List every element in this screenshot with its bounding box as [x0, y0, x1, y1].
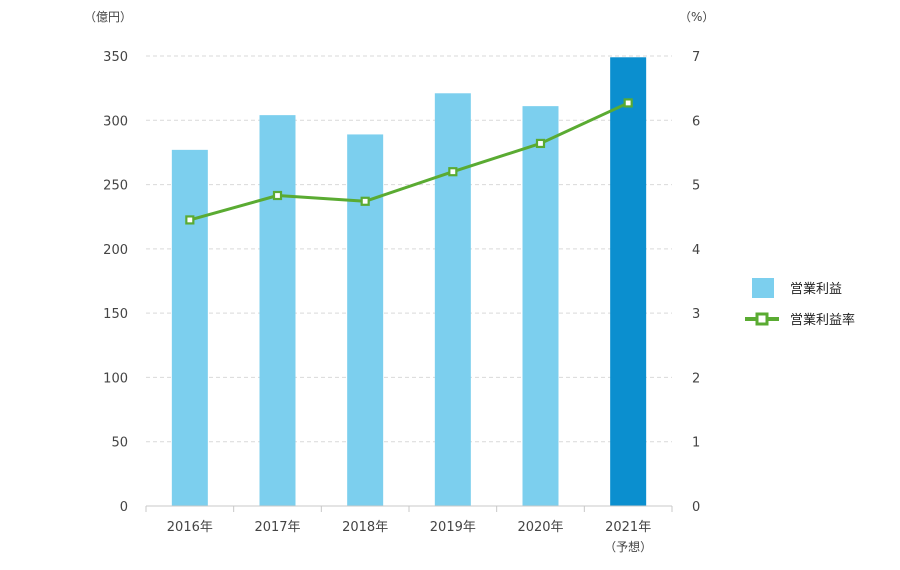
line-series: [185, 98, 633, 225]
legend-line-label: 営業利益率: [790, 312, 855, 328]
bar-5: [522, 106, 559, 507]
right-tick-label: 0: [692, 500, 700, 515]
line-point-1: [185, 215, 195, 225]
line-point-2: [272, 190, 283, 201]
bar-series: [171, 57, 647, 507]
right-tick-label: 5: [692, 179, 700, 194]
line-path: [189, 101, 629, 222]
left-tick-label: 300: [103, 114, 128, 129]
gridlines: [146, 55, 672, 443]
left-tick-label: 100: [103, 371, 128, 386]
category-label: 2019年: [430, 520, 476, 535]
category-label: 2020年: [517, 520, 563, 535]
legend-bar-label: 営業利益: [790, 281, 842, 297]
right-tick-label: 3: [692, 307, 700, 322]
right-tick-label: 2: [692, 371, 700, 386]
category-label: 2018年: [342, 520, 388, 535]
category-label: 2016年: [167, 520, 213, 535]
right-tick-label: 6: [692, 114, 700, 129]
line-point-6: [623, 98, 633, 108]
right-axis-ticks: 0 1 2 3 4 5 6 7: [692, 50, 700, 515]
legend-bar-swatch: [752, 278, 774, 298]
left-tick-label: 200: [103, 243, 128, 258]
line-point-3: [360, 196, 370, 206]
bar-1: [171, 149, 208, 506]
legend: 営業利益 営業利益率: [745, 278, 855, 328]
right-axis-unit: （%）: [679, 10, 714, 24]
axes: [145, 505, 673, 512]
left-tick-label: 150: [103, 307, 128, 322]
category-label: 2021年: [605, 520, 651, 535]
legend-line-marker: [755, 312, 769, 326]
category-labels: 2016年 2017年 2018年 2019年 2020年 2021年 （予想）: [167, 520, 652, 554]
left-axis-ticks: 0 50 100 150 200 250 300 350: [103, 50, 128, 515]
category-sublabel: （予想）: [604, 539, 652, 554]
left-tick-label: 50: [111, 436, 128, 451]
left-tick-label: 0: [120, 500, 128, 515]
right-tick-label: 4: [692, 243, 700, 258]
right-tick-label: 7: [692, 50, 700, 65]
left-tick-label: 350: [103, 50, 128, 65]
left-axis-unit: （億円）: [84, 10, 132, 24]
bar-6: [610, 57, 647, 507]
bar-4: [434, 93, 471, 507]
left-tick-label: 250: [103, 179, 128, 194]
line-point-4: [448, 167, 458, 177]
bar-3: [347, 134, 384, 506]
right-tick-label: 1: [692, 436, 700, 451]
bar-2: [259, 115, 296, 507]
category-label: 2017年: [254, 520, 300, 535]
line-point-5: [535, 138, 546, 149]
